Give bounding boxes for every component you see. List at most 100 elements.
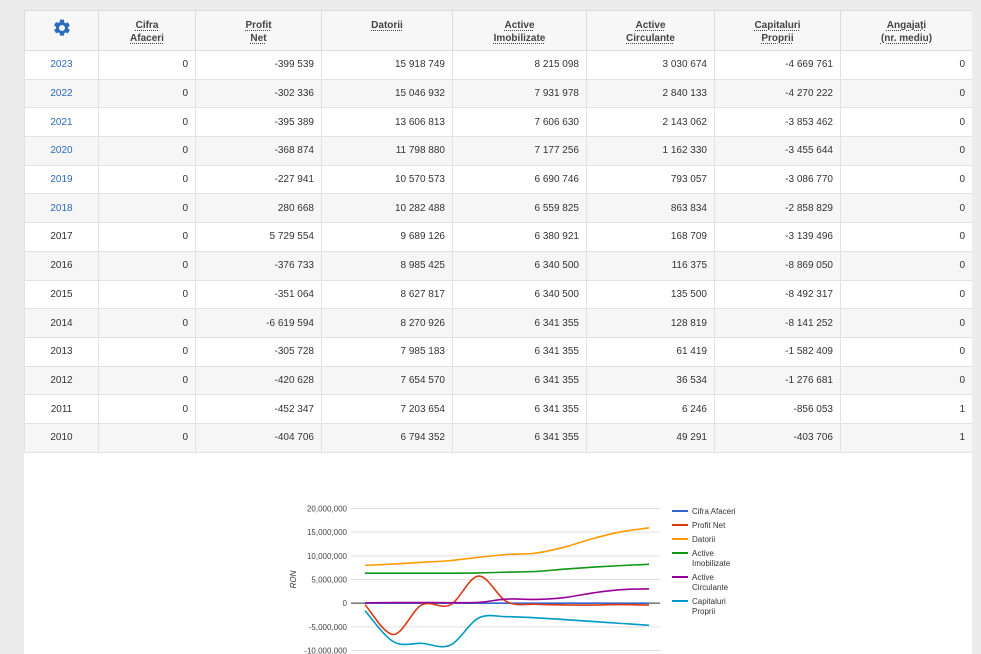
year-link[interactable]: 2022 <box>50 88 73 100</box>
column-header-line2: Proprii <box>761 33 794 44</box>
table-row: 2013 0 -305 728 7 985 183 6 341 355 61 419 -1 … <box>24 336 972 367</box>
value-cell: 7 985 183 <box>321 336 453 367</box>
value-cell: 11 798 880 <box>321 136 453 166</box>
year-link[interactable]: 2023 <box>50 59 73 71</box>
value-cell: -8 141 252 <box>714 308 841 338</box>
gear-icon[interactable] <box>52 18 72 41</box>
value-cell: -420 628 <box>195 365 322 396</box>
series-line <box>364 588 650 604</box>
y-tick-label: 5,000,000 <box>311 576 347 585</box>
year-cell[interactable]: 2019 <box>24 164 99 195</box>
value-cell: 0 <box>840 164 972 195</box>
value-cell: -1 582 409 <box>714 336 841 367</box>
value-cell: -3 086 770 <box>714 164 841 195</box>
year-cell[interactable]: 2021 <box>24 107 99 138</box>
year-cell[interactable]: 2020 <box>24 136 99 166</box>
value-cell: 6 340 500 <box>452 250 587 281</box>
column-header[interactable]: Cifra Afaceri <box>98 10 196 51</box>
year-cell: 2016 <box>24 250 99 281</box>
year-link[interactable]: 2020 <box>50 145 73 157</box>
value-cell: 0 <box>98 336 196 367</box>
value-cell: -8 869 050 <box>714 250 841 281</box>
value-cell: 6 340 500 <box>452 279 587 310</box>
table-row: 2016 0 -376 733 8 985 425 6 340 500 116 375 -8… <box>24 250 972 281</box>
column-header-line1: Cifra <box>135 20 159 31</box>
value-cell: 280 668 <box>195 193 322 224</box>
column-header-label[interactable]: Capitaluri Proprii <box>754 19 800 45</box>
value-cell: 1 <box>840 394 972 424</box>
value-cell: 6 341 355 <box>452 308 587 338</box>
value-cell: 6 690 746 <box>452 164 587 195</box>
column-header-line1: Profit <box>245 20 272 31</box>
value-cell: -305 728 <box>195 336 322 367</box>
year-cell[interactable]: 2023 <box>24 50 99 80</box>
value-cell: 0 <box>98 250 196 281</box>
year-cell: 2017 <box>24 222 99 252</box>
year-label: 2011 <box>50 403 73 415</box>
year-cell: 2015 <box>24 279 99 310</box>
value-cell: 0 <box>98 107 196 138</box>
column-header-line2: Afaceri <box>130 33 164 44</box>
y-tick-label: 15,000,000 <box>307 528 348 537</box>
column-header-label[interactable]: Cifra Afaceri <box>130 19 164 45</box>
value-cell: 6 341 355 <box>452 336 587 367</box>
y-axis-label: RON <box>289 570 298 588</box>
year-link[interactable]: 2019 <box>50 174 73 186</box>
column-header[interactable]: Active Imobilizate <box>452 10 587 51</box>
value-cell: 863 834 <box>586 193 715 224</box>
value-cell: 0 <box>98 308 196 338</box>
value-cell: 6 246 <box>586 394 715 424</box>
value-cell: 0 <box>840 222 972 252</box>
column-header-label[interactable]: Active Circulante <box>626 19 675 45</box>
value-cell: -4 270 222 <box>714 78 841 109</box>
y-tick-label: -5,000,000 <box>309 623 348 632</box>
value-cell: 0 <box>98 193 196 224</box>
table-row: 2015 0 -351 064 8 627 817 6 340 500 135 500 -8… <box>24 279 972 310</box>
value-cell: 8 985 425 <box>321 250 453 281</box>
column-header[interactable]: Profit Net <box>195 10 322 51</box>
column-header[interactable]: Capitaluri Proprii <box>714 10 841 51</box>
column-header-line1: Active <box>504 20 535 31</box>
settings-header-cell <box>24 10 99 51</box>
column-header-label[interactable]: Angajați (nr. mediu) <box>881 19 932 45</box>
column-header-label[interactable]: Active Imobilizate <box>494 19 546 45</box>
year-cell[interactable]: 2018 <box>24 193 99 224</box>
value-cell: 6 794 352 <box>321 422 453 453</box>
table-header-row: Cifra Afaceri Profit Net Datorii Active Imobil… <box>24 10 972 51</box>
year-label: 2016 <box>50 260 73 272</box>
y-tick-label: 20,000,000 <box>307 505 348 514</box>
table-row: 2018 0 280 668 10 282 488 6 559 825 863 834 -2… <box>24 193 972 224</box>
value-cell: -395 389 <box>195 107 322 138</box>
value-cell: 6 380 921 <box>452 222 587 252</box>
table-row: 2012 0 -420 628 7 654 570 6 341 355 36 534 -1 … <box>24 365 972 396</box>
column-header-label[interactable]: Profit Net <box>245 19 271 45</box>
column-header[interactable]: Angajați (nr. mediu) <box>840 10 972 51</box>
year-label: 2014 <box>50 317 73 329</box>
value-cell: 0 <box>840 50 972 80</box>
series-line <box>364 575 650 636</box>
column-header[interactable]: Datorii <box>321 10 453 51</box>
year-label: 2012 <box>50 374 73 386</box>
year-cell[interactable]: 2022 <box>24 78 99 109</box>
year-link[interactable]: 2021 <box>50 116 73 128</box>
year-cell: 2011 <box>24 394 99 424</box>
legend-label: Datorii <box>692 535 715 544</box>
value-cell: 0 <box>98 365 196 396</box>
legend-label: Proprii <box>692 607 715 616</box>
table-row: 2017 0 5 729 554 9 689 126 6 380 921 168 709-… <box>24 222 972 252</box>
value-cell: 10 570 573 <box>321 164 453 195</box>
value-cell: -3 139 496 <box>714 222 841 252</box>
value-cell: 7 203 654 <box>321 394 453 424</box>
table-row: 2019 0 -227 941 10 570 573 6 690 746 793 057-… <box>24 164 972 195</box>
value-cell: 6 341 355 <box>452 422 587 453</box>
value-cell: 0 <box>840 308 972 338</box>
column-header-line1: Capitaluri <box>754 20 801 31</box>
column-header-label[interactable]: Datorii <box>371 19 403 32</box>
value-cell: 7 931 978 <box>452 78 587 109</box>
value-cell: 2 143 062 <box>586 107 715 138</box>
column-header[interactable]: Active Circulante <box>586 10 715 51</box>
value-cell: 0 <box>98 422 196 453</box>
value-cell: -856 053 <box>714 394 841 424</box>
value-cell: 49 291 <box>586 422 715 453</box>
year-link[interactable]: 2018 <box>50 202 73 214</box>
